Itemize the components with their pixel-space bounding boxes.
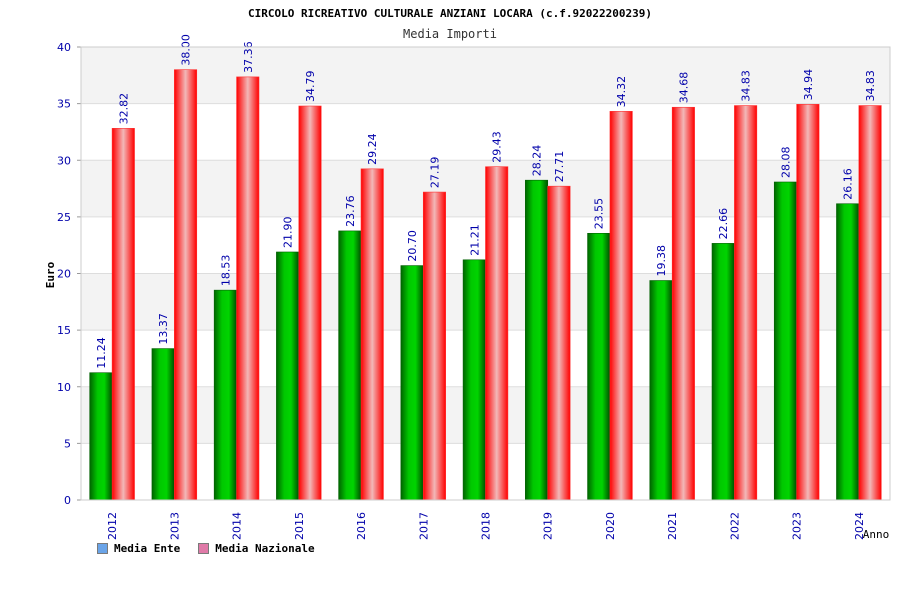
data-label: 11.24 — [95, 337, 108, 369]
data-label: 28.08 — [779, 146, 792, 178]
bar-media-ente-2022 — [711, 243, 735, 501]
plot-band — [81, 103, 890, 161]
data-label: 22.66 — [717, 208, 730, 240]
data-label: 23.55 — [593, 198, 606, 230]
bar-media-ente-2015 — [276, 251, 300, 501]
data-label: 26.16 — [842, 168, 855, 200]
y-tick-label: 20 — [57, 268, 71, 281]
bar-media-nazionale-2023 — [796, 104, 820, 501]
bar-media-ente-2021 — [649, 280, 673, 501]
bar-media-ente-2013 — [151, 348, 175, 501]
legend-item-media-ente: Media Ente — [97, 542, 180, 555]
data-label: 21.90 — [282, 216, 295, 248]
y-tick-label: 40 — [57, 41, 71, 54]
data-label: 29.24 — [366, 133, 379, 165]
data-label: 34.94 — [802, 69, 815, 101]
x-axis-label: Anno — [863, 528, 890, 541]
data-label: 34.79 — [304, 71, 317, 103]
y-axis-label: Euro — [44, 261, 57, 288]
x-tick-label: 2016 — [355, 512, 368, 540]
chart-title: CIRCOLO RICREATIVO CULTURALE ANZIANI LOC… — [248, 7, 652, 20]
x-tick-label: 2017 — [417, 512, 430, 540]
x-tick-label: 2023 — [791, 512, 804, 540]
data-label: 34.32 — [615, 76, 628, 108]
legend-item-media-nazionale: Media Nazionale — [198, 542, 315, 555]
y-tick-label: 0 — [64, 494, 71, 507]
data-label: 19.38 — [655, 245, 668, 277]
legend: Media Ente Media Nazionale — [97, 542, 315, 555]
data-label: 20.70 — [406, 230, 419, 262]
data-label: 32.82 — [117, 93, 130, 125]
legend-label-media-ente: Media Ente — [114, 542, 181, 555]
data-label: 18.53 — [219, 255, 232, 286]
data-labels-group: 11.24 32.82 13.37 38.00 18.53 37.36 21.90 34.79… — [95, 34, 877, 369]
chart-subtitle: Media Importi — [403, 27, 497, 41]
data-label: 34.83 — [740, 70, 753, 102]
x-tick-label: 2012 — [106, 512, 119, 540]
bar-media-nazionale-2022 — [734, 105, 758, 501]
x-tick-label: 2024 — [853, 512, 866, 540]
legend-swatch-media-nazionale — [198, 543, 210, 554]
x-tick-label: 2018 — [480, 512, 493, 540]
y-tick-label: 15 — [57, 324, 71, 337]
axes-group: 0 5 10 15 20 25 30 35 40 2012 2013 2014 2015 2016 2017… — [57, 41, 891, 540]
x-tick-label: 2021 — [666, 512, 679, 540]
bar-media-ente-2018 — [462, 259, 486, 501]
data-label: 38.00 — [180, 34, 193, 66]
bar-media-nazionale-2019 — [547, 185, 571, 501]
bar-media-nazionale-2021 — [671, 106, 695, 501]
data-label: 34.83 — [864, 70, 877, 102]
x-tick-label: 2015 — [293, 512, 306, 540]
bar-media-nazionale-2020 — [609, 111, 633, 501]
x-tick-label: 2013 — [168, 512, 181, 540]
x-tick-label: 2022 — [728, 512, 741, 540]
bar-media-ente-2012 — [89, 372, 113, 501]
y-tick-label: 35 — [57, 98, 71, 111]
data-label: 13.37 — [157, 313, 170, 345]
bar-media-ente-2023 — [773, 181, 797, 501]
bar-media-nazionale-2012 — [111, 128, 135, 501]
data-label: 21.21 — [468, 224, 481, 256]
data-label: 27.71 — [553, 151, 566, 183]
bars-group — [89, 69, 882, 501]
bar-media-ente-2024 — [836, 203, 860, 501]
y-tick-label: 25 — [57, 211, 71, 224]
bar-media-nazionale-2016 — [360, 168, 384, 501]
data-label: 29.43 — [491, 131, 504, 163]
x-tick-label: 2019 — [542, 512, 555, 540]
bar-media-nazionale-2024 — [858, 105, 882, 501]
y-tick-label: 10 — [57, 381, 71, 394]
plot-band — [81, 47, 890, 104]
bar-media-nazionale-2013 — [174, 69, 198, 501]
x-tick-label: 2014 — [231, 512, 244, 540]
bar-media-nazionale-2018 — [485, 166, 509, 501]
bar-media-ente-2019 — [525, 179, 549, 501]
bar-media-ente-2020 — [587, 232, 611, 501]
bar-media-ente-2016 — [338, 230, 362, 501]
bar-media-nazionale-2014 — [236, 76, 260, 501]
legend-label-media-nazionale: Media Nazionale — [215, 542, 315, 555]
bar-media-nazionale-2017 — [422, 191, 446, 501]
plot-border — [80, 46, 891, 501]
x-tick-label: 2020 — [604, 512, 617, 540]
bar-media-ente-2017 — [400, 265, 424, 501]
data-label: 28.24 — [531, 145, 544, 177]
y-tick-label: 30 — [57, 154, 71, 167]
data-label: 34.68 — [677, 72, 690, 104]
bar-media-ente-2014 — [213, 289, 237, 501]
data-label: 27.19 — [428, 157, 441, 189]
y-tick-label: 5 — [64, 437, 71, 450]
legend-swatch-media-ente — [97, 543, 108, 554]
bar-media-nazionale-2015 — [298, 105, 322, 501]
data-label: 23.76 — [344, 195, 357, 227]
data-label: 37.36 — [242, 41, 255, 72]
